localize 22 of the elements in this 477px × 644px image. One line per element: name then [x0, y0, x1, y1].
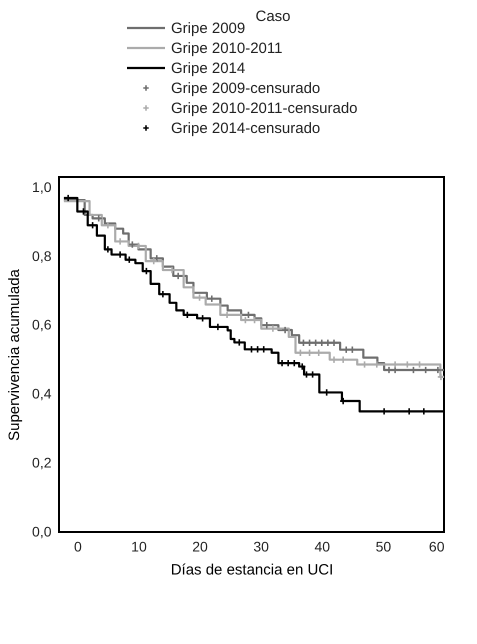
x-tick-label: 50	[376, 538, 392, 554]
x-tick-label: 30	[253, 538, 270, 554]
x-tick-label: 10	[131, 538, 147, 554]
legend-label: Gripe 2010-2011	[171, 40, 282, 57]
x-tick-label: 0	[74, 538, 82, 554]
legend-label: Gripe 2009	[171, 20, 246, 37]
x-axis-title: Días de estancia en UCI	[170, 562, 334, 578]
y-tick-label: 0,8	[32, 248, 52, 264]
x-tick-label: 40	[314, 538, 330, 554]
legend-title: Caso	[255, 8, 291, 25]
legend-label: Gripe 2014	[171, 60, 246, 77]
x-tick-label: 20	[192, 538, 208, 554]
y-tick-label: 1,0	[32, 178, 52, 195]
x-tick-label: 60	[428, 538, 445, 554]
y-tick-label: 0,2	[32, 454, 52, 471]
y-tick-label: 0,6	[32, 316, 52, 333]
legend-label: Gripe 2010-2011-censurado	[171, 100, 358, 117]
legend-label: Gripe 2009-censurado	[171, 80, 320, 97]
y-axis-title: Supervivencia acumulada	[6, 268, 24, 441]
legend-label: Gripe 2014-censurado	[171, 120, 320, 137]
y-tick-label: 0,4	[32, 386, 52, 402]
y-tick-label: 0,0	[32, 524, 52, 540]
